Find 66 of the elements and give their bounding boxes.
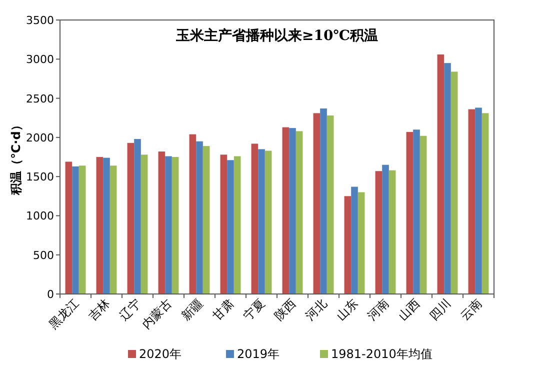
bar: [444, 63, 451, 294]
x-tick-label: 陕西: [272, 296, 299, 324]
bar: [420, 136, 427, 294]
bar: [296, 131, 303, 294]
bar: [482, 113, 489, 294]
bar: [196, 141, 203, 294]
bar: [375, 171, 382, 294]
bar: [140, 154, 148, 294]
bar: [264, 150, 272, 294]
bar: [72, 166, 79, 294]
y-tick-label: 2500: [26, 92, 54, 106]
bar: [450, 72, 458, 294]
bar: [326, 116, 334, 294]
bar: [351, 186, 358, 294]
bar: [202, 146, 210, 294]
y-tick-label: 2000: [26, 131, 54, 144]
bar: [388, 170, 396, 294]
y-tick-label: 1500: [26, 170, 54, 184]
y-tick-label: 500: [33, 248, 54, 262]
bar: [96, 157, 104, 294]
x-tick-label: 宁夏: [240, 296, 268, 324]
x-tick-label: 四川: [426, 296, 454, 324]
bar: [289, 128, 296, 294]
bar: [172, 157, 179, 294]
bar: [234, 156, 241, 294]
x-tick-label: 山东: [334, 296, 361, 324]
y-tick-label: 0: [47, 288, 54, 301]
bar: [189, 134, 196, 294]
bar: [358, 192, 365, 294]
bar: [413, 130, 420, 294]
bar: [406, 132, 414, 294]
bar: [313, 113, 320, 294]
bar: [65, 162, 72, 294]
bar: [258, 149, 265, 294]
text: 玉米主产省播种以来≥10℃积温: [175, 27, 378, 44]
bar: [382, 164, 389, 294]
y-tick-label: 3500: [26, 14, 54, 27]
bar: [251, 144, 258, 294]
bar: [134, 138, 141, 294]
bar: [437, 54, 444, 294]
bar: [475, 108, 482, 294]
y-tick-label: 1000: [26, 210, 54, 223]
x-tick-label: 新疆: [178, 296, 206, 324]
bar: [165, 156, 172, 294]
y-tick-label: 3000: [26, 53, 54, 66]
x-tick-label: 云南: [458, 296, 485, 324]
legend-label: 1981-2010年均值: [331, 347, 432, 361]
bar: [110, 166, 117, 294]
bar: [227, 160, 234, 294]
bar: [344, 196, 352, 294]
legend-label: 2019年: [237, 347, 280, 361]
y-axis-title: 积温（℃·d）: [9, 119, 23, 196]
x-tick-label: 河北: [302, 296, 330, 324]
legend-label: 2020年: [139, 347, 182, 361]
bar: [103, 158, 110, 294]
x-tick-label: 甘肃: [210, 296, 237, 324]
x-tick-label: 河南: [364, 296, 392, 324]
bar: [320, 108, 327, 294]
bar: [158, 152, 166, 294]
bar: [220, 154, 228, 294]
x-tick-label: 吉林: [86, 296, 113, 324]
bar: [78, 166, 86, 294]
x-tick-label: 山西: [396, 296, 423, 324]
bar: [127, 142, 134, 294]
bar: [282, 127, 290, 294]
bar: [468, 109, 476, 294]
